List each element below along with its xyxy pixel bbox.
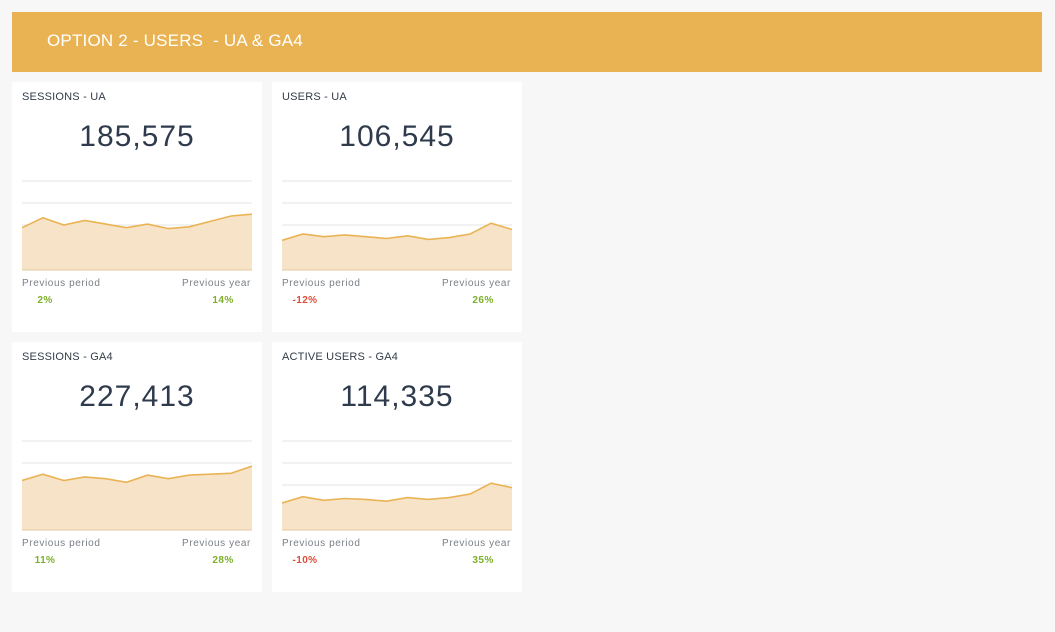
- sparkline-chart: [282, 440, 512, 531]
- sparkline-chart: [282, 180, 512, 271]
- previous-period-change: 11%: [34, 555, 56, 566]
- previous-year-label: Previous year: [442, 538, 511, 549]
- sparkline-chart: [22, 180, 252, 271]
- previous-period-change: -10%: [292, 555, 318, 566]
- sparkline-area: [22, 466, 252, 530]
- sparkline-line: [22, 213, 252, 230]
- previous-year-change: 14%: [212, 295, 234, 306]
- sparkline-area: [22, 214, 252, 270]
- previous-period-label: Previous period: [22, 538, 101, 549]
- widget-active-users-ga4[interactable]: ACTIVE USERS - GA4 114,335 Previous peri…: [272, 342, 522, 592]
- widget-value: 227,413: [79, 380, 195, 413]
- previous-year-change: 28%: [212, 555, 234, 566]
- previous-period-label: Previous period: [282, 538, 361, 549]
- widget-users-ua[interactable]: USERS - UA 106,545 Previous period Previ…: [272, 82, 522, 332]
- widget-title: ACTIVE USERS - GA4: [282, 351, 399, 363]
- section-title: OPTION 2 - USERS - UA & GA4: [47, 31, 303, 50]
- sparkline-area: [282, 483, 512, 530]
- sparkline-line: [282, 222, 512, 242]
- sparkline-line: [22, 465, 252, 484]
- previous-period-change: -12%: [292, 295, 318, 306]
- widget-value: 185,575: [79, 120, 195, 153]
- widget-sessions-ga4[interactable]: SESSIONS - GA4 227,413 Previous period P…: [12, 342, 262, 592]
- previous-year-change: 26%: [472, 295, 494, 306]
- previous-period-change: 2%: [37, 295, 53, 306]
- previous-year-label: Previous year: [182, 538, 251, 549]
- widget-title: SESSIONS - GA4: [22, 351, 113, 363]
- widget-title: SESSIONS - UA: [22, 91, 106, 103]
- sparkline-chart: [22, 440, 252, 531]
- previous-period-label: Previous period: [282, 278, 361, 289]
- sparkline-area: [282, 223, 512, 270]
- previous-year-label: Previous year: [182, 278, 251, 289]
- widget-title: USERS - UA: [282, 91, 347, 103]
- dashboard-section-header: OPTION 2 - USERS - UA & GA4: [12, 12, 1042, 72]
- sparkline-line: [282, 482, 512, 504]
- previous-year-label: Previous year: [442, 278, 511, 289]
- widget-sessions-ua[interactable]: SESSIONS - UA 185,575 Previous period Pr…: [12, 82, 262, 332]
- previous-year-change: 35%: [472, 555, 494, 566]
- previous-period-label: Previous period: [22, 278, 101, 289]
- widget-value: 114,335: [340, 380, 454, 413]
- widget-value: 106,545: [339, 120, 455, 153]
